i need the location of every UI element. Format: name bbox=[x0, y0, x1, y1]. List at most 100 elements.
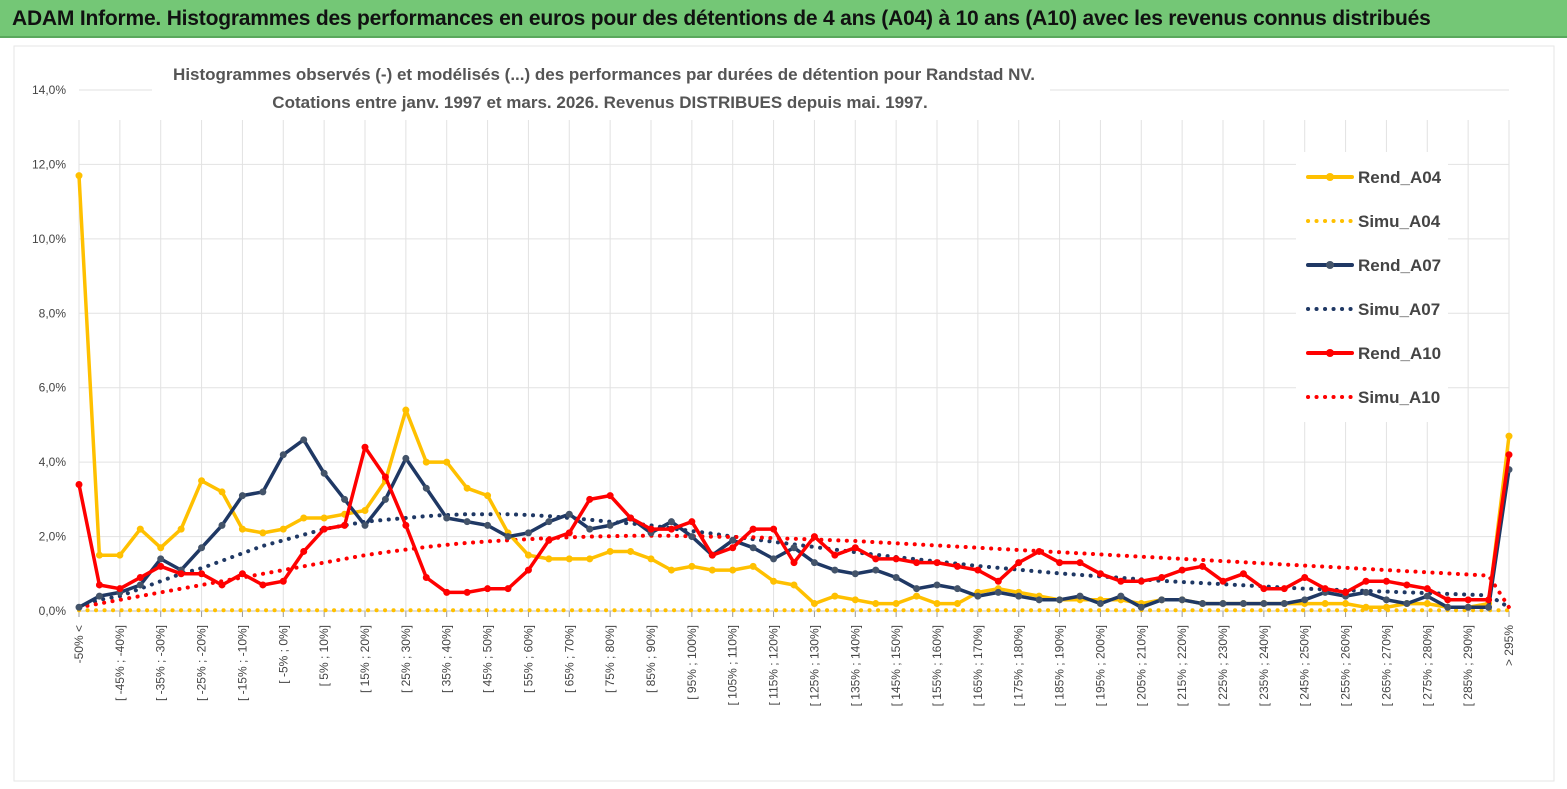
data-point bbox=[1096, 570, 1104, 578]
data-point bbox=[320, 514, 328, 522]
x-axis: -50% < [ -45% ; -40%] [ -35% ; -30%] [ -25%… bbox=[72, 610, 1516, 706]
data-point bbox=[1015, 559, 1023, 567]
x-tick-label: [ 75% ; 80%] bbox=[603, 625, 617, 693]
data-point bbox=[116, 551, 124, 559]
y-tick-label: 0,0% bbox=[39, 604, 67, 618]
series-simu-a10 bbox=[77, 533, 1511, 610]
x-tick-label: [ 265% ; 270%] bbox=[1379, 625, 1393, 706]
data-point bbox=[1076, 592, 1084, 600]
data-point bbox=[198, 570, 206, 578]
data-point bbox=[1015, 592, 1023, 600]
legend-label: Rend_A10 bbox=[1358, 344, 1441, 363]
data-point bbox=[1158, 596, 1166, 604]
legend-item: Rend_A10 bbox=[1306, 344, 1441, 363]
data-point bbox=[1505, 432, 1513, 440]
legend-item: Simu_A07 bbox=[1306, 300, 1440, 319]
data-point bbox=[361, 443, 369, 451]
data-point bbox=[95, 581, 103, 589]
data-point bbox=[1362, 577, 1370, 585]
data-point bbox=[1485, 603, 1493, 611]
data-point bbox=[75, 172, 83, 180]
data-point bbox=[810, 559, 818, 567]
x-tick-label: [ 115% ; 120%] bbox=[767, 625, 781, 706]
data-point bbox=[1199, 600, 1207, 608]
data-point bbox=[1505, 451, 1513, 459]
chart-title-line-1: Histogrammes observés (-) et modélisés (… bbox=[173, 65, 1035, 84]
data-point bbox=[1239, 600, 1247, 608]
x-tick-label: [ 225% ; 230%] bbox=[1216, 625, 1230, 706]
data-point bbox=[443, 514, 451, 522]
x-tick-label: [ -35% ; -30%] bbox=[154, 625, 168, 701]
data-point bbox=[1035, 596, 1043, 604]
data-point bbox=[586, 495, 594, 503]
data-point bbox=[667, 525, 675, 533]
data-point bbox=[1178, 596, 1186, 604]
data-point bbox=[320, 469, 328, 477]
data-point bbox=[688, 533, 696, 541]
data-point bbox=[913, 592, 921, 600]
data-point bbox=[851, 596, 859, 604]
x-tick-label: [ 25% ; 30%] bbox=[399, 625, 413, 693]
data-point bbox=[422, 574, 430, 582]
data-point bbox=[749, 562, 757, 570]
data-point bbox=[1382, 603, 1390, 611]
data-point bbox=[218, 581, 226, 589]
x-tick-label: [ 55% ; 60%] bbox=[521, 625, 535, 693]
data-point bbox=[994, 577, 1002, 585]
data-point bbox=[1260, 585, 1268, 593]
data-point bbox=[259, 488, 267, 496]
data-point bbox=[136, 574, 144, 582]
x-tick-label: [ 15% ; 20%] bbox=[358, 625, 372, 693]
x-tick-label: [ -5% ; 0%] bbox=[276, 625, 290, 684]
data-point bbox=[1362, 603, 1370, 611]
data-point bbox=[524, 529, 532, 537]
legend-item: Simu_A10 bbox=[1306, 388, 1440, 407]
data-point bbox=[1403, 600, 1411, 608]
data-point bbox=[1137, 603, 1145, 611]
data-point bbox=[1321, 600, 1329, 608]
data-point bbox=[770, 525, 778, 533]
data-point bbox=[667, 518, 675, 526]
series-rend-a07 bbox=[75, 436, 1513, 611]
x-tick-label: [ 45% ; 50%] bbox=[481, 625, 495, 693]
data-point bbox=[1362, 588, 1370, 596]
data-point bbox=[136, 581, 144, 589]
data-point bbox=[892, 574, 900, 582]
data-point bbox=[810, 600, 818, 608]
series-line-simu-a10 bbox=[77, 533, 1511, 610]
data-point bbox=[136, 525, 144, 533]
legend-label: Simu_A04 bbox=[1358, 212, 1441, 231]
data-point bbox=[157, 562, 165, 570]
data-point bbox=[218, 521, 226, 529]
data-point bbox=[913, 559, 921, 567]
data-point bbox=[770, 555, 778, 563]
data-point bbox=[688, 518, 696, 526]
data-point bbox=[1137, 577, 1145, 585]
data-point bbox=[504, 585, 512, 593]
x-tick-label: [ 285% ; 290%] bbox=[1461, 625, 1475, 706]
data-point bbox=[974, 592, 982, 600]
x-tick-label: [ 175% ; 180%] bbox=[1012, 625, 1026, 706]
data-point bbox=[627, 547, 635, 555]
data-point bbox=[1301, 596, 1309, 604]
data-point bbox=[729, 544, 737, 552]
data-point bbox=[790, 581, 798, 589]
data-point bbox=[851, 570, 859, 578]
data-point bbox=[524, 566, 532, 574]
legend-label: Simu_A10 bbox=[1358, 388, 1440, 407]
data-point bbox=[95, 551, 103, 559]
data-point bbox=[1321, 585, 1329, 593]
data-point bbox=[729, 566, 737, 574]
x-tick-label: [ 245% ; 250%] bbox=[1298, 625, 1312, 706]
data-point bbox=[238, 492, 246, 500]
data-point bbox=[381, 473, 389, 481]
data-point bbox=[647, 555, 655, 563]
data-point bbox=[606, 547, 614, 555]
data-point bbox=[953, 585, 961, 593]
data-point bbox=[1117, 592, 1125, 600]
data-point bbox=[259, 529, 267, 537]
data-point bbox=[463, 518, 471, 526]
data-point bbox=[545, 518, 553, 526]
data-point bbox=[770, 577, 778, 585]
data-point bbox=[1280, 600, 1288, 608]
